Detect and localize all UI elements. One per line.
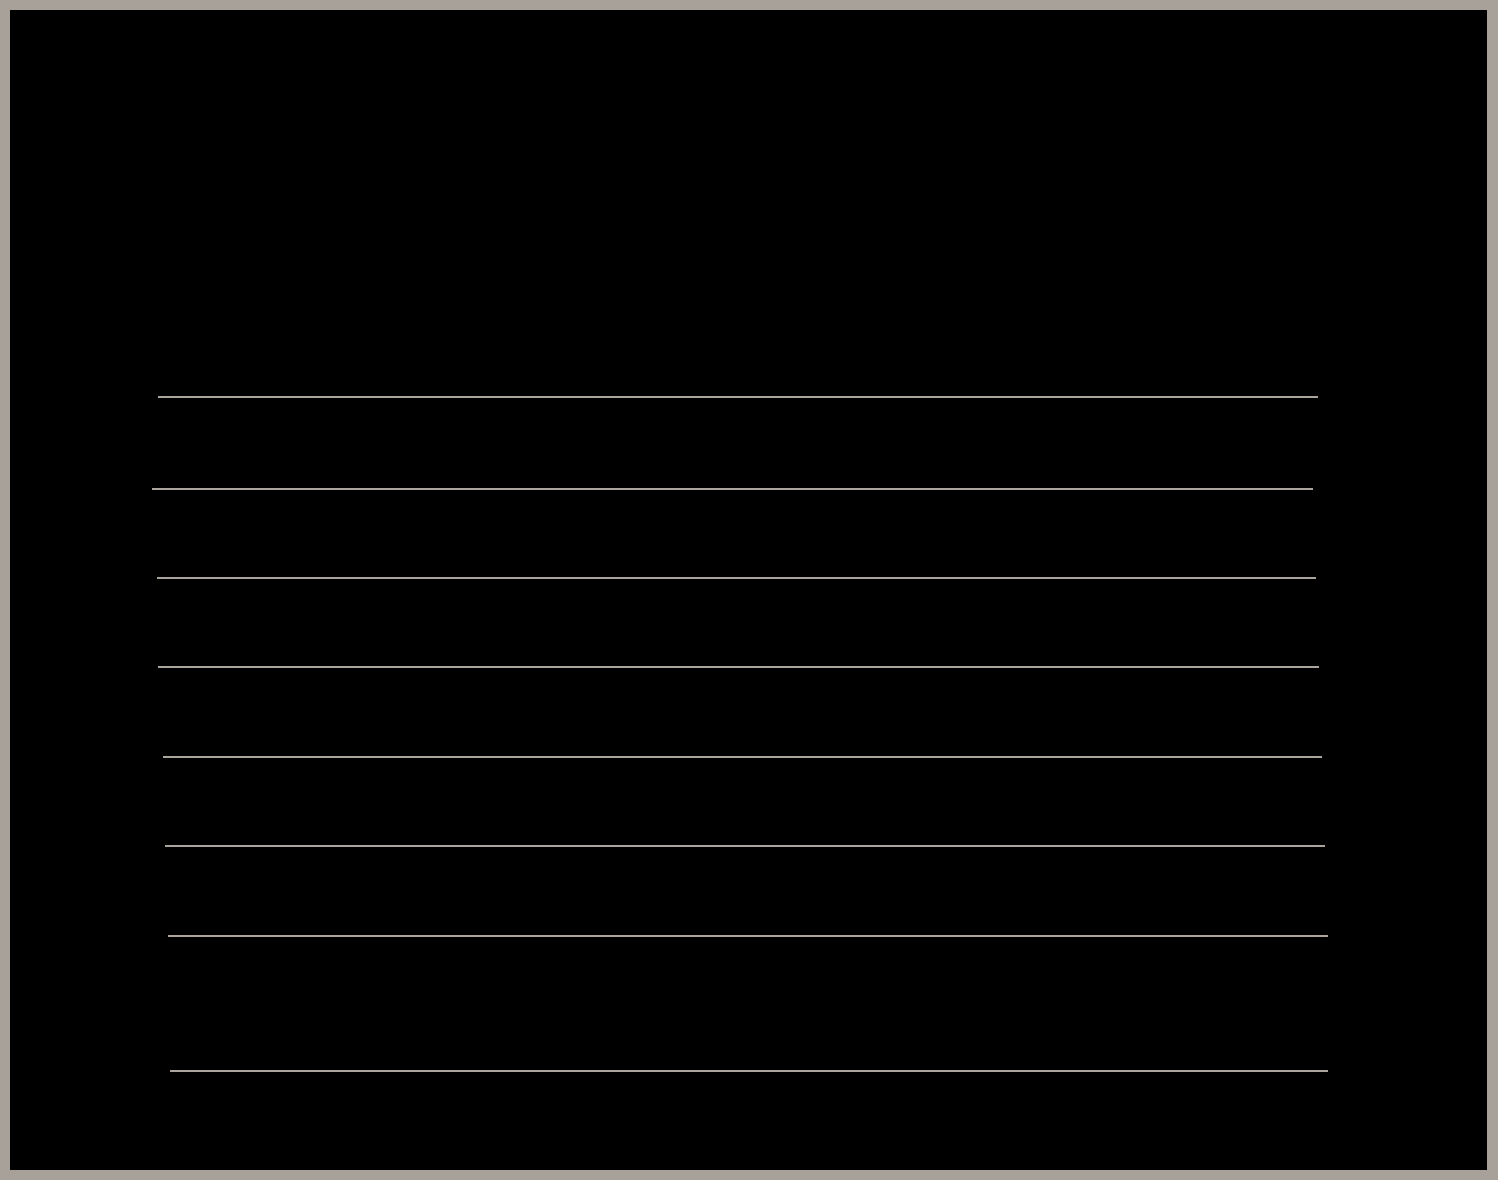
scanned-page xyxy=(10,10,1487,1170)
